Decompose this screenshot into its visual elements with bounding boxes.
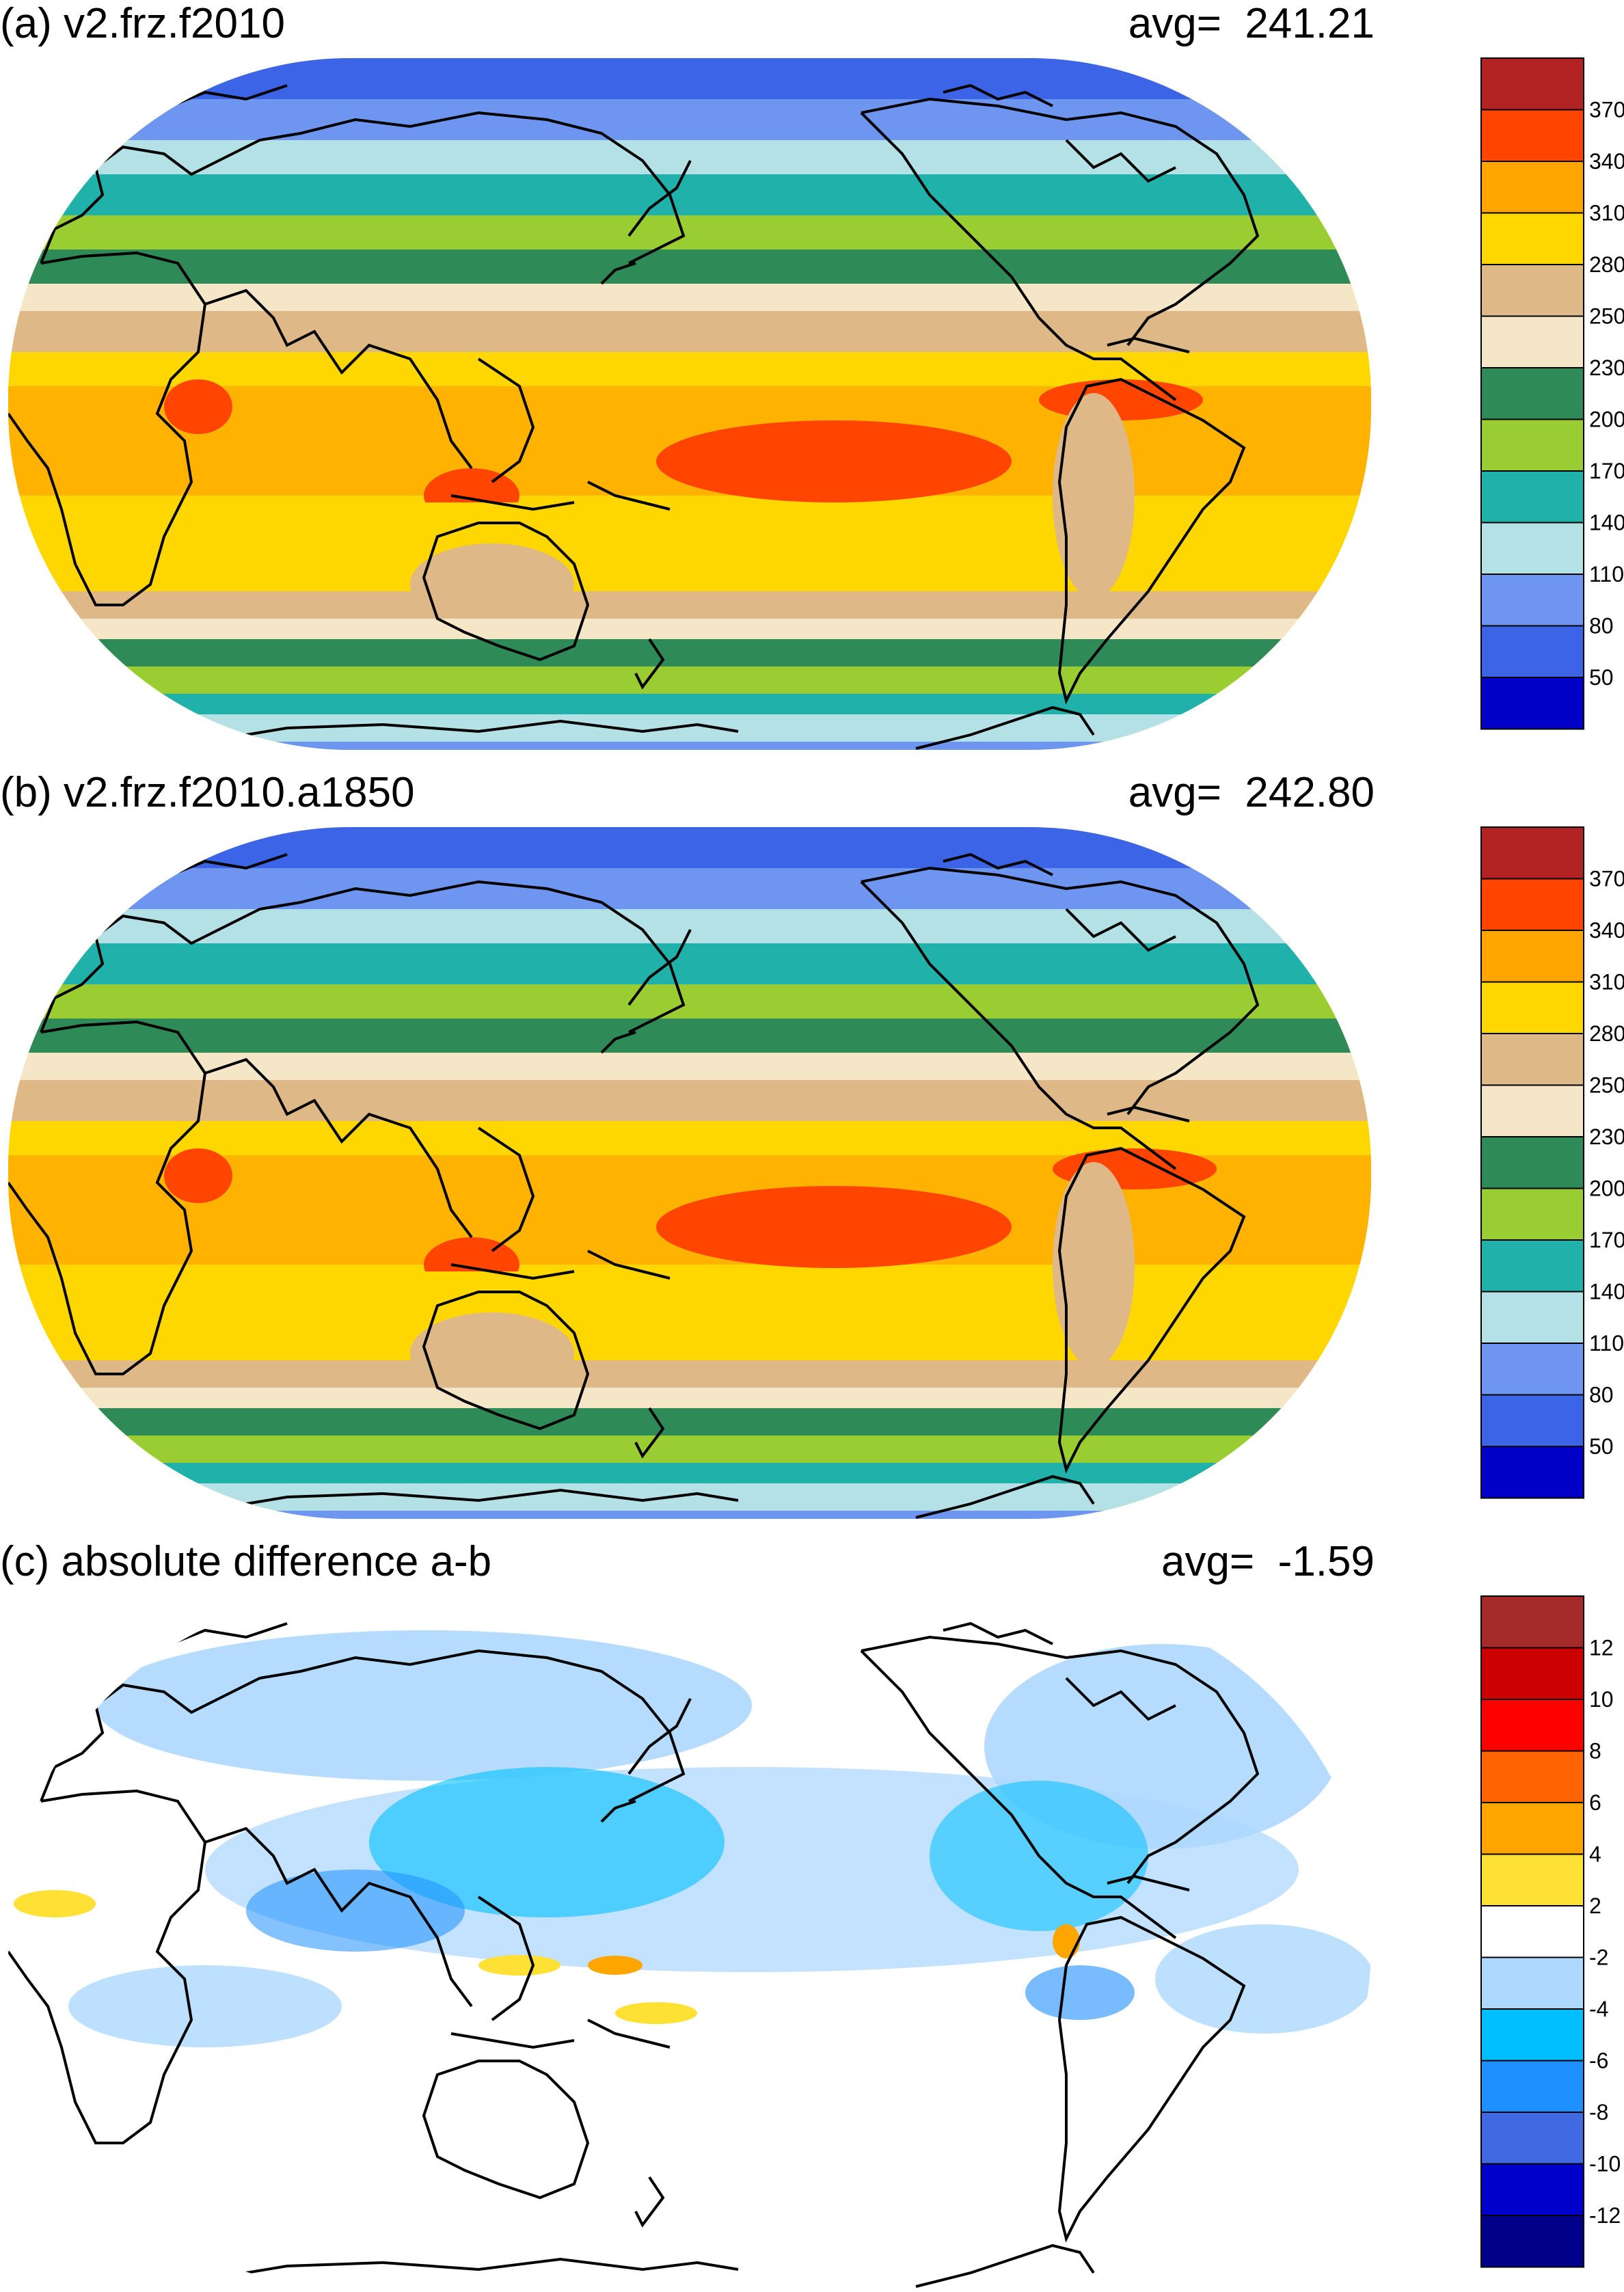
colorbar-tick-label: 250 xyxy=(1589,1073,1624,1098)
colorbar-tick-label: 8 xyxy=(1589,1739,1601,1764)
colorbar-tick-label: 10 xyxy=(1589,1687,1614,1712)
colorbar-swatch xyxy=(1480,1187,1584,1241)
panel-a-colorbar: 370 340 310 280 250 230 200 170 140 110 80 50 xyxy=(1480,57,1624,730)
colorbar-tick-label: 230 xyxy=(1589,1124,1624,1149)
colorbar-swatch xyxy=(1480,1033,1584,1086)
colorbar-swatch xyxy=(1480,1136,1584,1189)
panel-b-title: (b) v2.frz.f2010.a1850 xyxy=(0,769,415,816)
colorbar-swatch xyxy=(1480,1956,1584,2010)
colorbar-swatch xyxy=(1480,1853,1584,1906)
colorbar-swatch xyxy=(1480,1084,1584,1137)
panel-a-map xyxy=(8,58,1371,750)
colorbar-swatch xyxy=(1480,212,1584,265)
colorbar-tick-label: 280 xyxy=(1589,1021,1624,1046)
colorbar-tick-label: 140 xyxy=(1589,1280,1624,1304)
colorbar-swatch xyxy=(1480,2112,1584,2165)
panel-c-colorbar: 12 10 8 6 4 2 -2 -4 -6 -8 -10 -12 xyxy=(1480,1595,1621,2268)
colorbar-tick-label: 340 xyxy=(1589,149,1624,174)
colorbar-swatch xyxy=(1480,161,1584,214)
colorbar-tick-label: 2 xyxy=(1589,1893,1601,1918)
colorbar-tick-label: 340 xyxy=(1589,918,1624,943)
panel-a-avg-value: 241.21 xyxy=(1245,0,1375,47)
colorbar-swatch xyxy=(1480,522,1584,575)
colorbar-swatch xyxy=(1480,2215,1584,2268)
colorbar-swatch xyxy=(1480,1802,1584,1855)
colorbar-swatch xyxy=(1480,1699,1584,1752)
colorbar-swatch xyxy=(1480,109,1584,162)
panel-c: (c) absolute difference a-b avg= -1.59 1… xyxy=(0,1538,1624,2290)
colorbar-tick-label: 200 xyxy=(1589,407,1624,432)
colorbar-swatch xyxy=(1480,315,1584,368)
panel-b-map xyxy=(8,827,1371,1519)
colorbar-swatch xyxy=(1480,367,1584,420)
colorbar-tick-label: -4 xyxy=(1589,1997,1608,2021)
colorbar-swatch xyxy=(1480,878,1584,931)
panel-b-avg-label: avg= xyxy=(1128,769,1221,816)
colorbar-tick-label: 170 xyxy=(1589,459,1624,483)
colorbar-tick-label: 310 xyxy=(1589,970,1624,995)
colorbar-tick-label: 6 xyxy=(1589,1790,1601,1815)
colorbar-tick-label: 230 xyxy=(1589,355,1624,380)
colorbar-swatch xyxy=(1480,1905,1584,1958)
colorbar-swatch xyxy=(1480,1291,1584,1344)
colorbar-swatch xyxy=(1480,1239,1584,1293)
colorbar-tick-label: 12 xyxy=(1589,1636,1614,1660)
panel-a-avg-label: avg= xyxy=(1128,0,1221,47)
colorbar-swatch xyxy=(1480,1446,1584,1499)
colorbar-swatch xyxy=(1480,930,1584,983)
panel-c-average: avg= -1.59 xyxy=(1161,1538,1375,1586)
colorbar-tick-label: 370 xyxy=(1589,867,1624,891)
colorbar-swatch xyxy=(1480,826,1584,880)
colorbar-swatch xyxy=(1480,470,1584,524)
colorbar-tick-label: 200 xyxy=(1589,1176,1624,1201)
panel-b-avg-value: 242.80 xyxy=(1245,769,1375,816)
colorbar-swatch xyxy=(1480,677,1584,730)
colorbar-swatch xyxy=(1480,57,1584,111)
colorbar-tick-label: -12 xyxy=(1589,2203,1621,2228)
colorbar-swatch xyxy=(1480,264,1584,317)
colorbar-tick-label: 280 xyxy=(1589,252,1624,277)
colorbar-swatch xyxy=(1480,1647,1584,1700)
colorbar-tick-label: 50 xyxy=(1589,1434,1614,1459)
panel-b-average: avg= 242.80 xyxy=(1128,769,1375,817)
panel-c-map xyxy=(8,1596,1371,2288)
colorbar-tick-label: 110 xyxy=(1589,562,1624,587)
colorbar-tick-label: 110 xyxy=(1589,1331,1624,1356)
colorbar-tick-label: 50 xyxy=(1589,665,1614,690)
colorbar-swatch xyxy=(1480,2060,1584,2113)
panel-c-avg-label: avg= xyxy=(1161,1538,1255,1585)
colorbar-tick-label: -2 xyxy=(1589,1945,1608,1970)
colorbar-swatch xyxy=(1480,981,1584,1034)
colorbar-tick-label: 310 xyxy=(1589,201,1624,226)
colorbar-swatch xyxy=(1480,2008,1584,2062)
panel-c-title: (c) absolute difference a-b xyxy=(0,1538,492,1585)
colorbar-swatch xyxy=(1480,418,1584,472)
colorbar-tick-label: 80 xyxy=(1589,614,1614,638)
panel-c-avg-value: -1.59 xyxy=(1277,1538,1375,1585)
colorbar-tick-label: 80 xyxy=(1589,1383,1614,1407)
panel-b-colorbar: 370 340 310 280 250 230 200 170 140 110 80 50 xyxy=(1480,826,1624,1499)
colorbar-swatch xyxy=(1480,1595,1584,1649)
colorbar-swatch xyxy=(1480,1750,1584,1803)
colorbar-tick-label: -6 xyxy=(1589,2049,1608,2073)
colorbar-swatch xyxy=(1480,625,1584,678)
colorbar-tick-label: 170 xyxy=(1589,1228,1624,1252)
colorbar-swatch xyxy=(1480,1394,1584,1447)
colorbar-tick-label: 140 xyxy=(1589,511,1624,535)
panel-b: (b) v2.frz.f2010.a1850 avg= 242.80 xyxy=(0,769,1624,1519)
colorbar-swatch xyxy=(1480,2163,1584,2216)
colorbar-tick-label: -8 xyxy=(1589,2100,1608,2125)
colorbar-swatch xyxy=(1480,574,1584,627)
panel-a: (a) v2.frz.f2010 avg= 241.21 xyxy=(0,0,1624,750)
colorbar-swatch xyxy=(1480,1343,1584,1396)
panel-a-title: (a) v2.frz.f2010 xyxy=(0,0,285,47)
colorbar-tick-label: 4 xyxy=(1589,1842,1601,1867)
colorbar-tick-label: -10 xyxy=(1589,2152,1621,2176)
colorbar-tick-label: 370 xyxy=(1589,98,1624,122)
colorbar-tick-label: 250 xyxy=(1589,304,1624,329)
panel-a-average: avg= 241.21 xyxy=(1128,0,1375,48)
